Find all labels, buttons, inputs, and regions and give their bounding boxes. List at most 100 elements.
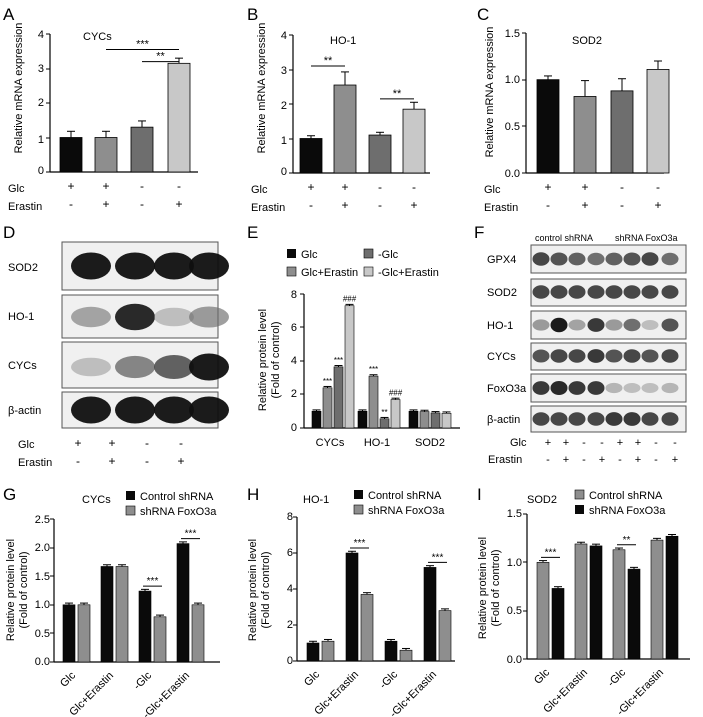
chart-i-ytick: 1.0 <box>507 557 522 569</box>
blot-band <box>641 320 659 330</box>
significance-label: ** <box>324 55 333 67</box>
condition-sign: + <box>307 180 314 194</box>
chart-b-conditions: + + - - - + - + <box>307 180 417 212</box>
bar <box>345 552 359 662</box>
chart-a-ytick: 3 <box>38 63 44 75</box>
blot-band <box>115 303 155 331</box>
bar <box>306 642 320 662</box>
blot-f-bands <box>532 252 679 426</box>
blot-band <box>115 252 155 280</box>
blot-band <box>605 252 623 266</box>
chart-a-y-ticks <box>46 33 50 173</box>
bar <box>138 590 152 663</box>
significance-label: *** <box>147 576 159 587</box>
chart-i-y-ticks <box>523 513 527 660</box>
bar <box>384 640 398 662</box>
condition-sign: - <box>378 198 382 212</box>
chart-h-ylabel: (Fold of control) <box>260 551 272 628</box>
chart-a-marks: ***** <box>59 39 191 173</box>
bar <box>423 567 437 662</box>
chart-a-ytick: 2 <box>38 97 44 109</box>
blot-f-row-label: β-actin <box>487 414 520 426</box>
blot-d: SOD2 HO-1 CYCs β-actin Glc Erastin + + - - -… <box>8 241 229 469</box>
condition-sign: + <box>410 198 417 212</box>
blot-band <box>154 355 194 379</box>
panel-label-g: G <box>3 485 16 504</box>
bar <box>62 604 76 663</box>
chart-b-ytick: 2 <box>281 100 287 112</box>
cond-label-erastin: Erastin <box>251 202 285 214</box>
panel-label-d: D <box>3 223 15 242</box>
chart-h-ytick: 2 <box>287 619 293 631</box>
blot-band <box>661 349 679 363</box>
blot-band <box>189 353 229 381</box>
chart-i-ytick: 0.5 <box>507 605 522 617</box>
condition-sign: + <box>635 454 641 466</box>
chart-b-ytick: 4 <box>281 30 287 42</box>
condition-sign: - <box>620 180 624 194</box>
chart-b-title: HO-1 <box>330 35 356 47</box>
bar <box>408 410 419 429</box>
chart-g-ytick: 0.0 <box>35 656 50 668</box>
chart-c-ytick: 0.5 <box>505 121 520 133</box>
condition-sign: + <box>74 436 81 450</box>
legend-label: Glc+Erastin <box>301 267 358 279</box>
condition-sign: - <box>582 437 586 449</box>
significance-label: *** <box>369 365 378 374</box>
chart-a-title: CYCs <box>83 31 112 43</box>
blot-band <box>605 349 623 363</box>
blot-band <box>568 412 586 426</box>
chart-i-ylabel: Relative protein level <box>477 537 489 639</box>
legend-label: -Glc <box>378 249 399 261</box>
blot-band <box>532 412 550 426</box>
blot-band <box>641 383 659 393</box>
blot-band <box>189 252 229 280</box>
blot-band <box>189 396 229 424</box>
chart-g-ytick: 2.0 <box>35 542 50 554</box>
bar <box>574 543 588 660</box>
blot-band <box>71 252 111 280</box>
blot-band <box>623 412 641 426</box>
chart-c-conditions: + + - - - + - + <box>544 180 661 212</box>
chart-h-ytick: 6 <box>287 547 293 559</box>
condition-sign: - <box>582 454 586 466</box>
blot-band <box>532 349 550 363</box>
chart-g-ylabel: Relative protein level <box>5 539 17 641</box>
legend-label: shRNA FoxO3a <box>589 505 666 517</box>
blot-band <box>623 252 641 266</box>
chart-g-ytick: 1.0 <box>35 599 50 611</box>
blot-band <box>587 252 605 266</box>
blot-band <box>532 381 550 395</box>
chart-a-conditions: + + - - - + - + <box>67 179 182 211</box>
condition-sign: - <box>546 454 550 466</box>
bar <box>441 412 452 429</box>
x-tick-label: Glc <box>58 669 79 690</box>
bar <box>536 79 560 174</box>
bar <box>94 137 118 173</box>
chart-i-title: SOD2 <box>527 494 557 506</box>
bar <box>650 539 664 660</box>
legend-label: -Glc+Erastin <box>378 267 439 279</box>
blot-band <box>568 252 586 266</box>
blot-band <box>71 306 111 328</box>
condition-sign: + <box>544 180 551 194</box>
condition-sign: - <box>309 198 313 212</box>
significance-label: ** <box>393 88 402 100</box>
chart-g-ylabel: (Fold of control) <box>18 551 30 628</box>
legend-swatch <box>126 491 135 500</box>
cond-label-erastin: Erastin <box>18 457 52 469</box>
bar <box>379 418 390 429</box>
panel-label-a: A <box>3 5 15 24</box>
chart-g-marks: *** *** <box>62 529 205 663</box>
chart-e-marks: ******###*****### <box>311 295 452 429</box>
blot-band <box>532 285 550 299</box>
blot-f-header: shRNA FoxO3a <box>615 233 678 243</box>
condition-sign: + <box>599 454 605 466</box>
bar <box>536 562 550 660</box>
bar <box>299 138 323 174</box>
condition-sign: + <box>177 454 184 468</box>
legend-swatch <box>286 266 297 277</box>
bar <box>430 412 441 429</box>
